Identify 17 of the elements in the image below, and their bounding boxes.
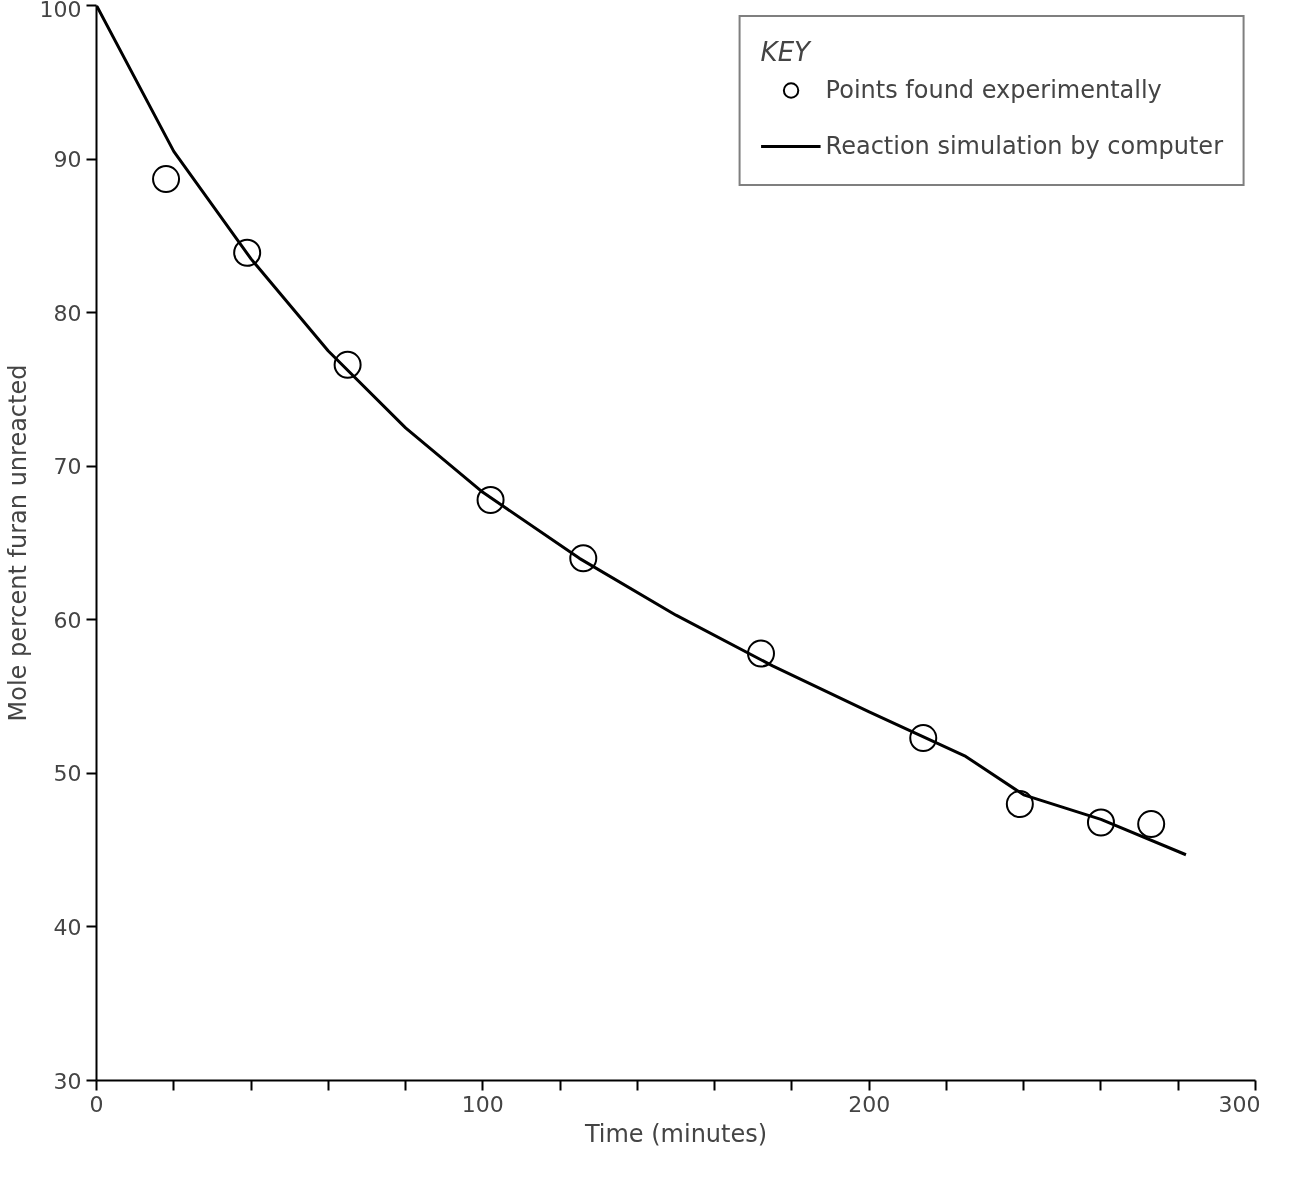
x-axis-title: Time (minutes): [583, 1119, 768, 1148]
legend-label: Points found experimentally: [825, 76, 1162, 104]
y-tick-label: 70: [53, 454, 82, 480]
x-tick-label: 100: [461, 1091, 504, 1117]
x-tick-label: 0: [89, 1091, 104, 1117]
legend-title: KEY: [760, 37, 813, 67]
y-tick-label: 40: [53, 914, 82, 940]
y-tick-label: 60: [53, 607, 82, 633]
legend-label: Reaction simulation by computer: [825, 132, 1223, 160]
y-axis-title: Mole percent furan unreacted: [3, 364, 32, 722]
y-tick-label: 90: [53, 147, 82, 173]
y-tick-label: 50: [53, 761, 82, 787]
y-tick-label: 80: [53, 300, 82, 326]
y-tick-label: 100: [39, 0, 82, 22]
x-tick-label: 300: [1218, 1091, 1261, 1117]
x-tick-label: 200: [848, 1091, 891, 1117]
y-tick-label: 30: [53, 1068, 82, 1094]
